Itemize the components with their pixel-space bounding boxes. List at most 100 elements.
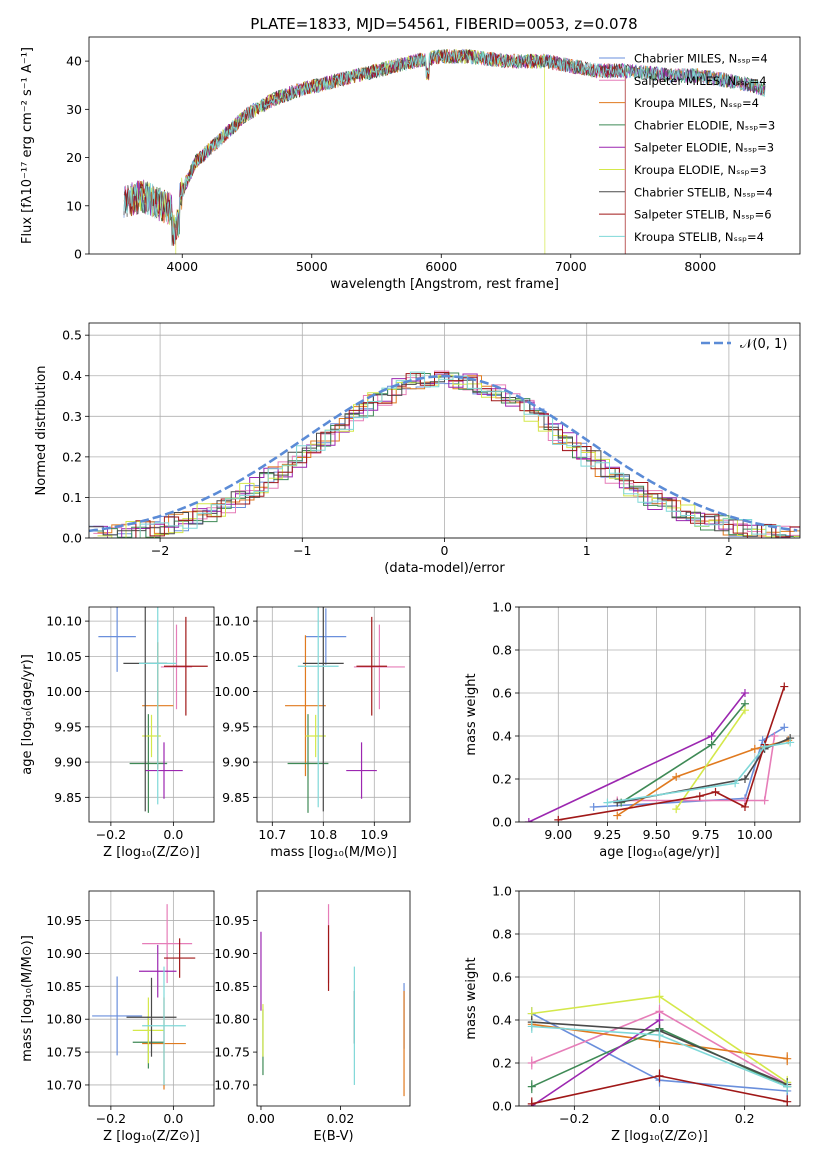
- point-salpeter-miles: [160, 624, 193, 710]
- series-kroupa-stelib: [527, 1020, 792, 1094]
- y-tick-label: 10.95: [46, 913, 82, 928]
- legend: 𝒩(0, 1): [701, 337, 787, 352]
- histogram-chabrier-elodie: [89, 372, 800, 538]
- y-tick-label: 9.95: [54, 719, 82, 734]
- series-line: [607, 741, 791, 804]
- age-vs-mass-panel: 10.7 10.8 10.9 9.85 9.90 9.95 10.00 10.05 10.10 m…: [214, 606, 411, 860]
- x-tick-label: 10.7: [258, 827, 286, 842]
- x-axis-label: wavelength [Angstrom, rest frame]: [330, 277, 559, 292]
- legend-label-salpeter-elodie: Salpeter ELODIE, Nₛₛₚ=3: [634, 141, 774, 155]
- y-tick-label: 0.6: [492, 686, 512, 701]
- normal-curve: [89, 374, 798, 533]
- series-marker: [740, 775, 749, 783]
- grid: [257, 607, 410, 822]
- y-axis-label: Normed distribution: [34, 366, 49, 496]
- y-tick-label: 0.8: [492, 643, 512, 658]
- y-tick-label: 0.4: [62, 368, 82, 383]
- mass-weight-vs-age-panel: 9.00 9.25 9.50 9.75 10.00 0.0 0.2 0.4 0.6 0.8 1.0 a…: [464, 600, 801, 860]
- point-chabrier-elodie: [287, 714, 329, 813]
- axes-frame: [256, 606, 411, 823]
- legend-label-chabrier-stelib: Chabrier STELIB, Nₛₛₚ=4: [634, 185, 773, 199]
- y-tick-label: 10.95: [214, 913, 250, 928]
- series-marker: [589, 802, 598, 811]
- y-tick-label: 20: [66, 150, 82, 165]
- y-tick-label: 9.85: [54, 790, 82, 805]
- plot-area: [98, 607, 208, 813]
- y-tick-label: 10.05: [214, 649, 250, 664]
- series-marker: [740, 689, 749, 697]
- series-marker: [554, 815, 563, 822]
- y-tick-label: 10.00: [214, 684, 250, 699]
- y-tick-label: 9.85: [222, 790, 250, 805]
- y-tick-label: 0.1: [62, 490, 82, 505]
- y-tick-label: 9.90: [222, 755, 250, 770]
- y-tick-label: 10.05: [46, 649, 82, 664]
- mass-weight-vs-metallicity-panel: −0.2 0.0 0.2 0.0 0.2 0.4 0.6 0.8 1.0 Z [log₁₀(Z/Z…: [464, 884, 801, 1144]
- spectrum-line-kroupa-stelib: [123, 49, 766, 244]
- axes-frame: [88, 606, 215, 823]
- plot-area: [123, 48, 766, 254]
- series-marker: [707, 732, 716, 740]
- y-tick-label: 10.80: [214, 1012, 250, 1027]
- series-marker: [740, 802, 749, 811]
- point-chabrier-miles: [98, 607, 136, 672]
- point-chabrier-stelib: [126, 977, 177, 1057]
- x-tick-label: 4000: [166, 259, 198, 274]
- plot-area: [260, 904, 405, 1097]
- y-axis-label: mass weight: [464, 673, 479, 755]
- series-marker: [672, 805, 681, 814]
- y-tick-label: 0.4: [492, 1013, 512, 1028]
- x-axis-label: (data-model)/error: [384, 561, 505, 576]
- y-tick-label: 1.0: [492, 600, 512, 615]
- plot-area: [527, 989, 792, 1106]
- figure-title: PLATE=1833, MJD=54561, FIBERID=0053, z=0…: [250, 15, 637, 33]
- axes-frame: [518, 890, 801, 1107]
- histogram-chabrier-miles: [89, 377, 800, 538]
- mass-vs-metallicity-panel: −0.2 0.0 10.70 10.75 10.80 10.85 10.90 10.95 Z […: [20, 890, 215, 1144]
- y-tick-label: 10.10: [214, 614, 250, 629]
- plot-area: [285, 607, 405, 813]
- point-chabrier-miles: [92, 976, 143, 1056]
- x-tick-label: 1: [583, 543, 591, 558]
- series-marker: [613, 798, 622, 807]
- x-tick-label: 0.2: [735, 1111, 755, 1126]
- x-tick-label: −0.2: [559, 1111, 589, 1126]
- point-kroupa-stelib: [139, 607, 177, 805]
- x-tick-label: 9.00: [544, 827, 572, 842]
- x-tick-label: −1: [293, 543, 311, 558]
- point-salpeter-stelib: [164, 616, 208, 716]
- point-chabrier-miles: [305, 608, 347, 665]
- y-tick-label: 10.10: [46, 614, 82, 629]
- point-chabrier-stelib: [302, 607, 344, 812]
- x-axis-label: mass [log₁₀(M/M⊙)]: [270, 845, 397, 860]
- spectrum-line-chabrier-stelib: [123, 48, 766, 246]
- point-salpeter-elodie: [145, 742, 183, 799]
- y-tick-label: 10.70: [46, 1077, 82, 1092]
- series-salpeter-elodie: [524, 689, 749, 822]
- series-line: [593, 726, 785, 808]
- series-marker: [760, 742, 769, 751]
- x-axis-label: Z [log₁₀(Z/Z⊙)]: [103, 845, 200, 860]
- series-salpeter-stelib: [527, 1069, 792, 1106]
- legend-label-kroupa-stelib: Kroupa STELIB, Nₛₛₚ=4: [634, 230, 764, 244]
- series-marker: [786, 738, 795, 747]
- y-axis-label: age [log₁₀(age/yr)]: [20, 654, 35, 775]
- point-salpeter-elodie: [139, 944, 177, 998]
- y-tick-label: 0.2: [62, 449, 82, 464]
- x-tick-label: 0.0: [163, 827, 183, 842]
- series-marker: [613, 811, 622, 820]
- y-tick-label: 9.90: [54, 755, 82, 770]
- plot-area: [89, 370, 800, 538]
- x-tick-label: 6000: [425, 259, 457, 274]
- y-tick-label: 0.5: [62, 328, 82, 343]
- x-tick-label: 9.25: [594, 827, 622, 842]
- y-tick-label: 0.2: [492, 1056, 512, 1071]
- point-salpeter-elodie: [346, 742, 377, 799]
- axes-frame: [88, 36, 801, 255]
- y-tick-label: 1.0: [492, 884, 512, 899]
- x-tick-label: 2: [725, 543, 733, 558]
- x-axis-label: Z [log₁₀(Z/Z⊙)]: [611, 1129, 708, 1144]
- y-tick-label: 0.8: [492, 927, 512, 942]
- series-salpeter-stelib: [554, 682, 789, 822]
- x-tick-label: 7000: [555, 259, 587, 274]
